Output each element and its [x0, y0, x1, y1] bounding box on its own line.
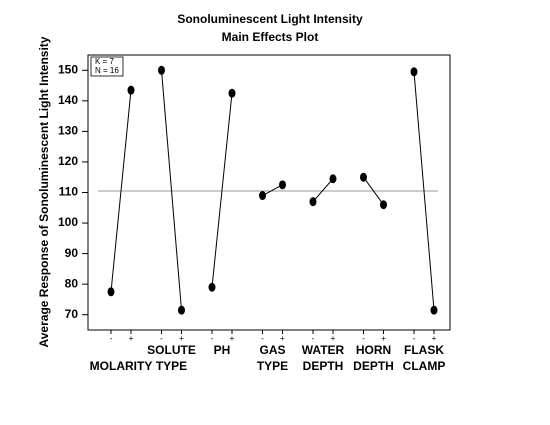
factor-label: SOLUTE: [147, 343, 196, 357]
point: [259, 191, 266, 201]
annotation: K = 7: [95, 57, 114, 66]
point: [329, 174, 337, 184]
chart-title: Sonoluminescent Light Intensity: [177, 12, 363, 26]
point: [228, 88, 236, 98]
point: [279, 180, 286, 190]
factor-label: MOLARITY: [90, 359, 153, 373]
level-label: -: [413, 334, 416, 343]
effect-line: [413, 71, 435, 311]
y-tick-label: 110: [59, 185, 79, 199]
factor-label: TYPE: [257, 359, 288, 373]
y-tick-label: 90: [65, 246, 79, 260]
level-label: -: [261, 334, 264, 343]
level-label: -: [312, 334, 315, 343]
point: [410, 67, 418, 77]
y-tick-label: 140: [58, 93, 78, 107]
chart-subtitle: Main Effects Plot: [222, 30, 319, 44]
point: [360, 172, 367, 182]
effect-line: [110, 90, 132, 292]
level-label: +: [129, 334, 134, 343]
y-tick-label: 70: [65, 307, 79, 321]
y-tick-label: 80: [65, 276, 79, 290]
effect-line: [211, 93, 233, 288]
level-label: -: [160, 334, 163, 343]
point: [380, 200, 387, 210]
level-label: +: [280, 334, 285, 343]
factor-label: GAS: [259, 343, 285, 357]
level-label: +: [432, 334, 437, 343]
effect-line: [161, 70, 182, 311]
point: [309, 197, 317, 207]
y-tick-label: 100: [58, 215, 78, 229]
factor-label: TYPE: [156, 359, 187, 373]
level-label: +: [179, 334, 184, 343]
y-tick-label: 120: [58, 154, 78, 168]
annotation: N = 16: [95, 66, 119, 75]
factor-label: DEPTH: [353, 359, 394, 373]
level-label: +: [381, 334, 386, 343]
level-label: -: [211, 334, 214, 343]
effect-line: [363, 176, 384, 206]
level-label: -: [362, 334, 365, 343]
factor-label: HORN: [356, 343, 391, 357]
factor-label: FLASK: [404, 343, 444, 357]
y-tick-label: 150: [58, 62, 78, 76]
factor-label: PH: [214, 343, 231, 357]
y-axis-label: Average Response of Sonoluminescent Ligh…: [37, 36, 51, 347]
annotation-box: [90, 56, 124, 77]
factor-label: CLAMP: [403, 359, 446, 373]
point: [430, 305, 438, 315]
point: [178, 305, 185, 315]
effect-line: [262, 184, 283, 196]
level-label: +: [230, 334, 235, 343]
effect-line: [312, 178, 334, 202]
y-tick-label: 130: [58, 124, 78, 138]
level-label: -: [110, 334, 113, 343]
point: [127, 85, 135, 95]
point: [208, 282, 216, 292]
point: [158, 65, 165, 75]
level-label: +: [331, 334, 336, 343]
factor-label: DEPTH: [303, 359, 344, 373]
point: [107, 287, 115, 297]
factor-label: WATER: [302, 343, 345, 357]
